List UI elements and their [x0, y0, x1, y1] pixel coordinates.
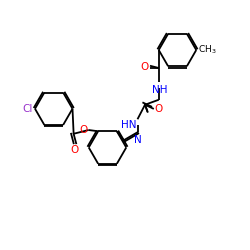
Text: CH$_3$: CH$_3$: [198, 44, 216, 56]
Text: O: O: [70, 145, 78, 155]
Text: Cl: Cl: [22, 104, 33, 114]
Text: O: O: [154, 104, 162, 114]
Text: HN: HN: [121, 120, 136, 130]
Text: N: N: [134, 135, 142, 145]
Text: O: O: [140, 62, 149, 72]
Text: NH: NH: [152, 85, 167, 95]
Text: O: O: [79, 124, 88, 134]
